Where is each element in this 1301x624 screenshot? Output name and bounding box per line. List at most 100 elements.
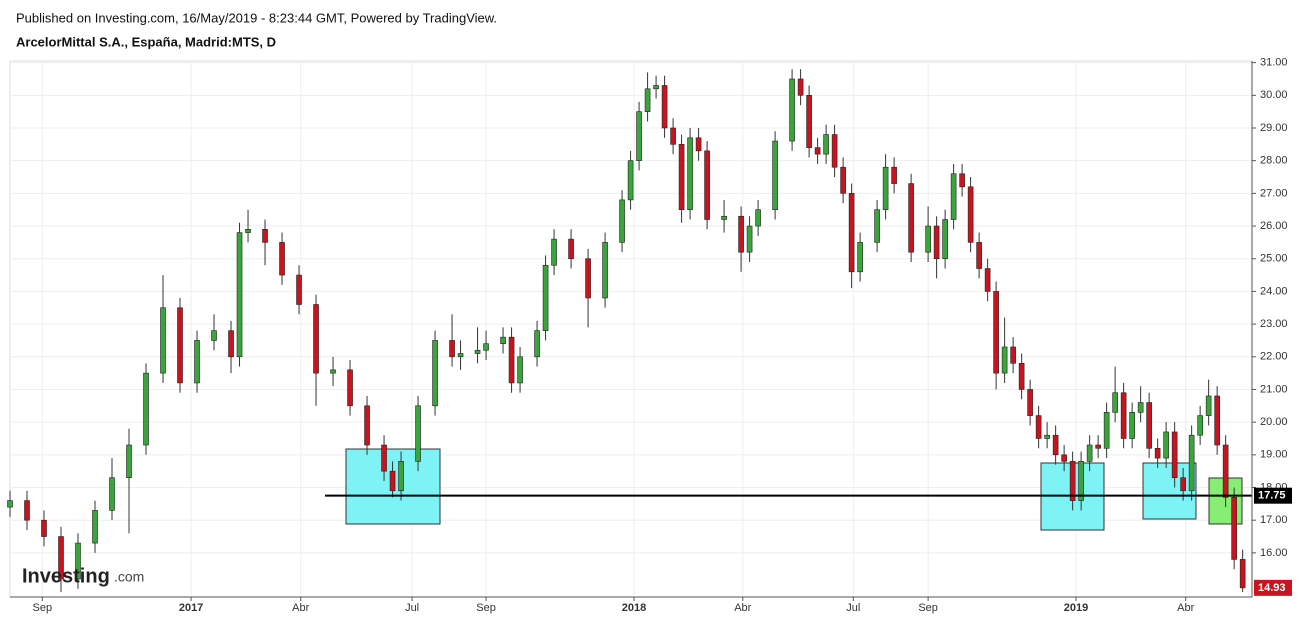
candle-body bbox=[211, 330, 217, 341]
candle-body bbox=[1078, 461, 1084, 501]
candle-body bbox=[126, 444, 132, 479]
candle-body bbox=[228, 330, 234, 358]
candle-body bbox=[772, 140, 778, 211]
candle-body bbox=[755, 209, 761, 227]
candle-body bbox=[789, 78, 795, 142]
y-tick-label: 25.00 bbox=[1260, 253, 1288, 265]
candle-body bbox=[738, 215, 744, 253]
x-tick-label: Sep bbox=[918, 602, 938, 614]
candle-body bbox=[619, 199, 625, 243]
candle-body bbox=[449, 340, 455, 358]
candle-body bbox=[984, 268, 991, 292]
candle-body bbox=[432, 340, 438, 407]
y-tick-label: 20.00 bbox=[1260, 416, 1288, 428]
candle-body bbox=[109, 477, 115, 511]
candle-body bbox=[1044, 434, 1050, 439]
candle-body bbox=[1188, 434, 1195, 492]
candle-body bbox=[746, 225, 753, 253]
candle-body bbox=[381, 444, 387, 472]
candle-body bbox=[568, 238, 574, 260]
x-tick-label: 2017 bbox=[179, 602, 203, 614]
candle-body bbox=[415, 405, 421, 462]
candle-body bbox=[508, 336, 515, 384]
y-tick-label: 28.00 bbox=[1260, 155, 1288, 167]
candle-body bbox=[474, 349, 481, 354]
candle-body bbox=[806, 95, 812, 148]
candle-body bbox=[636, 111, 642, 161]
candle-body bbox=[1095, 444, 1101, 449]
y-tick-label: 27.00 bbox=[1260, 187, 1288, 199]
y-tick-label: 21.00 bbox=[1260, 383, 1288, 395]
candle-body bbox=[857, 242, 863, 273]
candle-body bbox=[908, 183, 914, 253]
candle-body bbox=[58, 536, 64, 580]
candle-body bbox=[831, 134, 838, 168]
highlight-box bbox=[1142, 462, 1197, 520]
x-tick-label: Abr bbox=[292, 602, 309, 614]
y-tick-label: 24.00 bbox=[1260, 285, 1288, 297]
candle-body bbox=[874, 209, 880, 243]
candle-body bbox=[848, 193, 855, 273]
candle-body bbox=[1103, 412, 1110, 449]
candle-body bbox=[891, 166, 897, 184]
candle-body bbox=[1035, 415, 1042, 439]
y-tick-label: 23.00 bbox=[1260, 318, 1288, 330]
candle-body bbox=[1214, 395, 1220, 446]
y-tick-label: 16.00 bbox=[1260, 547, 1288, 559]
candle-body bbox=[1197, 415, 1203, 436]
y-tick-label: 26.00 bbox=[1260, 220, 1288, 232]
candle-body bbox=[160, 307, 166, 374]
x-tick-label: Sep bbox=[476, 602, 496, 614]
candles bbox=[7, 69, 1252, 593]
candle-body bbox=[678, 144, 685, 211]
candle-body bbox=[1137, 402, 1144, 413]
candle-body bbox=[797, 78, 804, 96]
x-tick-label: Jul bbox=[846, 602, 860, 614]
candle-body bbox=[925, 225, 931, 253]
candle-body bbox=[517, 356, 523, 384]
published-note: Published on Investing.com, 16/May/2019 … bbox=[16, 10, 497, 25]
logo-suffix: .com bbox=[114, 569, 144, 585]
candle-body bbox=[296, 274, 302, 305]
candle-body bbox=[1120, 392, 1127, 439]
candle-body bbox=[976, 242, 982, 269]
candle-body bbox=[194, 340, 200, 384]
y-tick-label: 19.00 bbox=[1260, 449, 1288, 461]
candle-body bbox=[653, 85, 659, 90]
y-tick-label: 30.00 bbox=[1260, 89, 1288, 101]
logo-brand: Investing bbox=[22, 565, 110, 587]
last-price-label: 14.93 bbox=[1258, 582, 1286, 594]
x-tick-label: 2019 bbox=[1064, 602, 1088, 614]
candle-body bbox=[1146, 402, 1152, 449]
candle-body bbox=[245, 229, 251, 233]
candle-body bbox=[1222, 444, 1229, 498]
candle-body bbox=[542, 264, 549, 331]
candle-body bbox=[1180, 477, 1186, 492]
candle-body bbox=[1018, 363, 1025, 390]
candle-body bbox=[1205, 395, 1212, 416]
candle-body bbox=[1052, 434, 1059, 456]
candle-body bbox=[661, 85, 668, 129]
candle-body bbox=[1231, 497, 1237, 560]
candle-body bbox=[1112, 392, 1118, 413]
candle-body bbox=[1086, 444, 1093, 462]
candle-body bbox=[364, 405, 370, 446]
candle-body bbox=[534, 330, 540, 358]
last-price-tag bbox=[1254, 579, 1292, 596]
candle-body bbox=[262, 229, 268, 243]
candle-body bbox=[7, 500, 13, 508]
candle-body bbox=[882, 166, 889, 211]
candle-body bbox=[1069, 461, 1076, 501]
candle-body bbox=[313, 304, 319, 374]
x-tick-label: 2018 bbox=[622, 602, 646, 614]
candle-body bbox=[1239, 559, 1246, 589]
y-tick-label: 22.00 bbox=[1260, 351, 1288, 363]
candle-body bbox=[823, 134, 829, 155]
x-tick-label: Abr bbox=[1177, 602, 1194, 614]
candle-body bbox=[993, 291, 999, 374]
x-tick-label: Abr bbox=[734, 602, 751, 614]
candle-body bbox=[1154, 447, 1161, 459]
candle-body bbox=[1061, 454, 1067, 462]
candle-body bbox=[1001, 346, 1008, 374]
